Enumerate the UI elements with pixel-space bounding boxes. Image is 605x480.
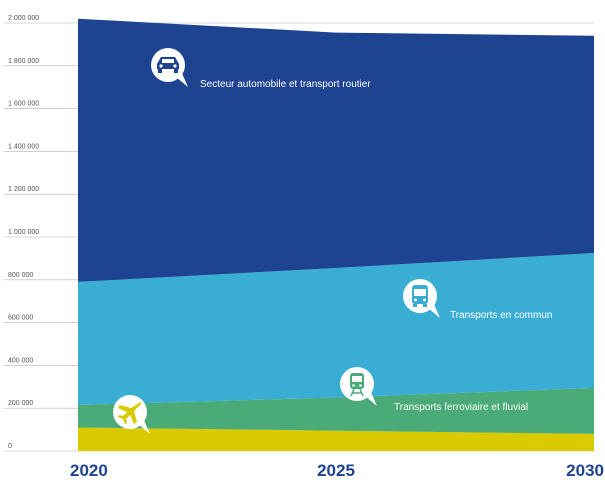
y-tick-label: 1 200 000 — [8, 186, 39, 193]
y-axis-ticks: 0 200 000 400 000 600 000 800 000 1 000 000 1 … — [8, 15, 39, 450]
y-tick-label: 800 000 — [8, 272, 33, 279]
x-tick-label: 2020 — [70, 461, 108, 480]
y-tick-label: 1 800 000 — [8, 58, 39, 65]
series-label: Transports ferroviaire et fluvial — [394, 402, 528, 413]
area-transports-en-commun — [78, 253, 594, 405]
series-label: Transports en commun — [450, 310, 552, 321]
area-transports-ferroviaire-et-fluvial — [78, 387, 594, 434]
x-tick-label: 2030 — [566, 461, 604, 480]
series-label: Secteur automobile et transport routier — [200, 79, 371, 90]
y-tick-label: 1 600 000 — [8, 101, 39, 108]
airplane-icon — [113, 395, 150, 434]
area-secteur-a-rien — [78, 427, 594, 451]
y-tick-label: 1 400 000 — [8, 143, 39, 150]
car-icon — [151, 48, 188, 87]
y-tick-label: 0 — [8, 443, 12, 450]
bus-icon — [403, 279, 440, 318]
x-tick-label: 2025 — [317, 461, 355, 480]
y-tick-label: 200 000 — [8, 400, 33, 407]
y-tick-label: 2 000 000 — [8, 15, 39, 22]
series-label: Secteur aérien — [160, 428, 225, 439]
y-tick-label: 400 000 — [8, 357, 33, 364]
x-axis-ticks: 2020 2025 2030 — [70, 461, 604, 480]
y-tick-label: 1 000 000 — [8, 229, 39, 236]
y-tick-label: 600 000 — [8, 315, 33, 322]
train-icon — [340, 367, 377, 406]
area-secteur-automobile-et-transport-routier — [78, 18, 594, 282]
area-series — [78, 18, 594, 451]
series-labels: Secteur aérien Transports ferroviaire et … — [113, 48, 552, 439]
